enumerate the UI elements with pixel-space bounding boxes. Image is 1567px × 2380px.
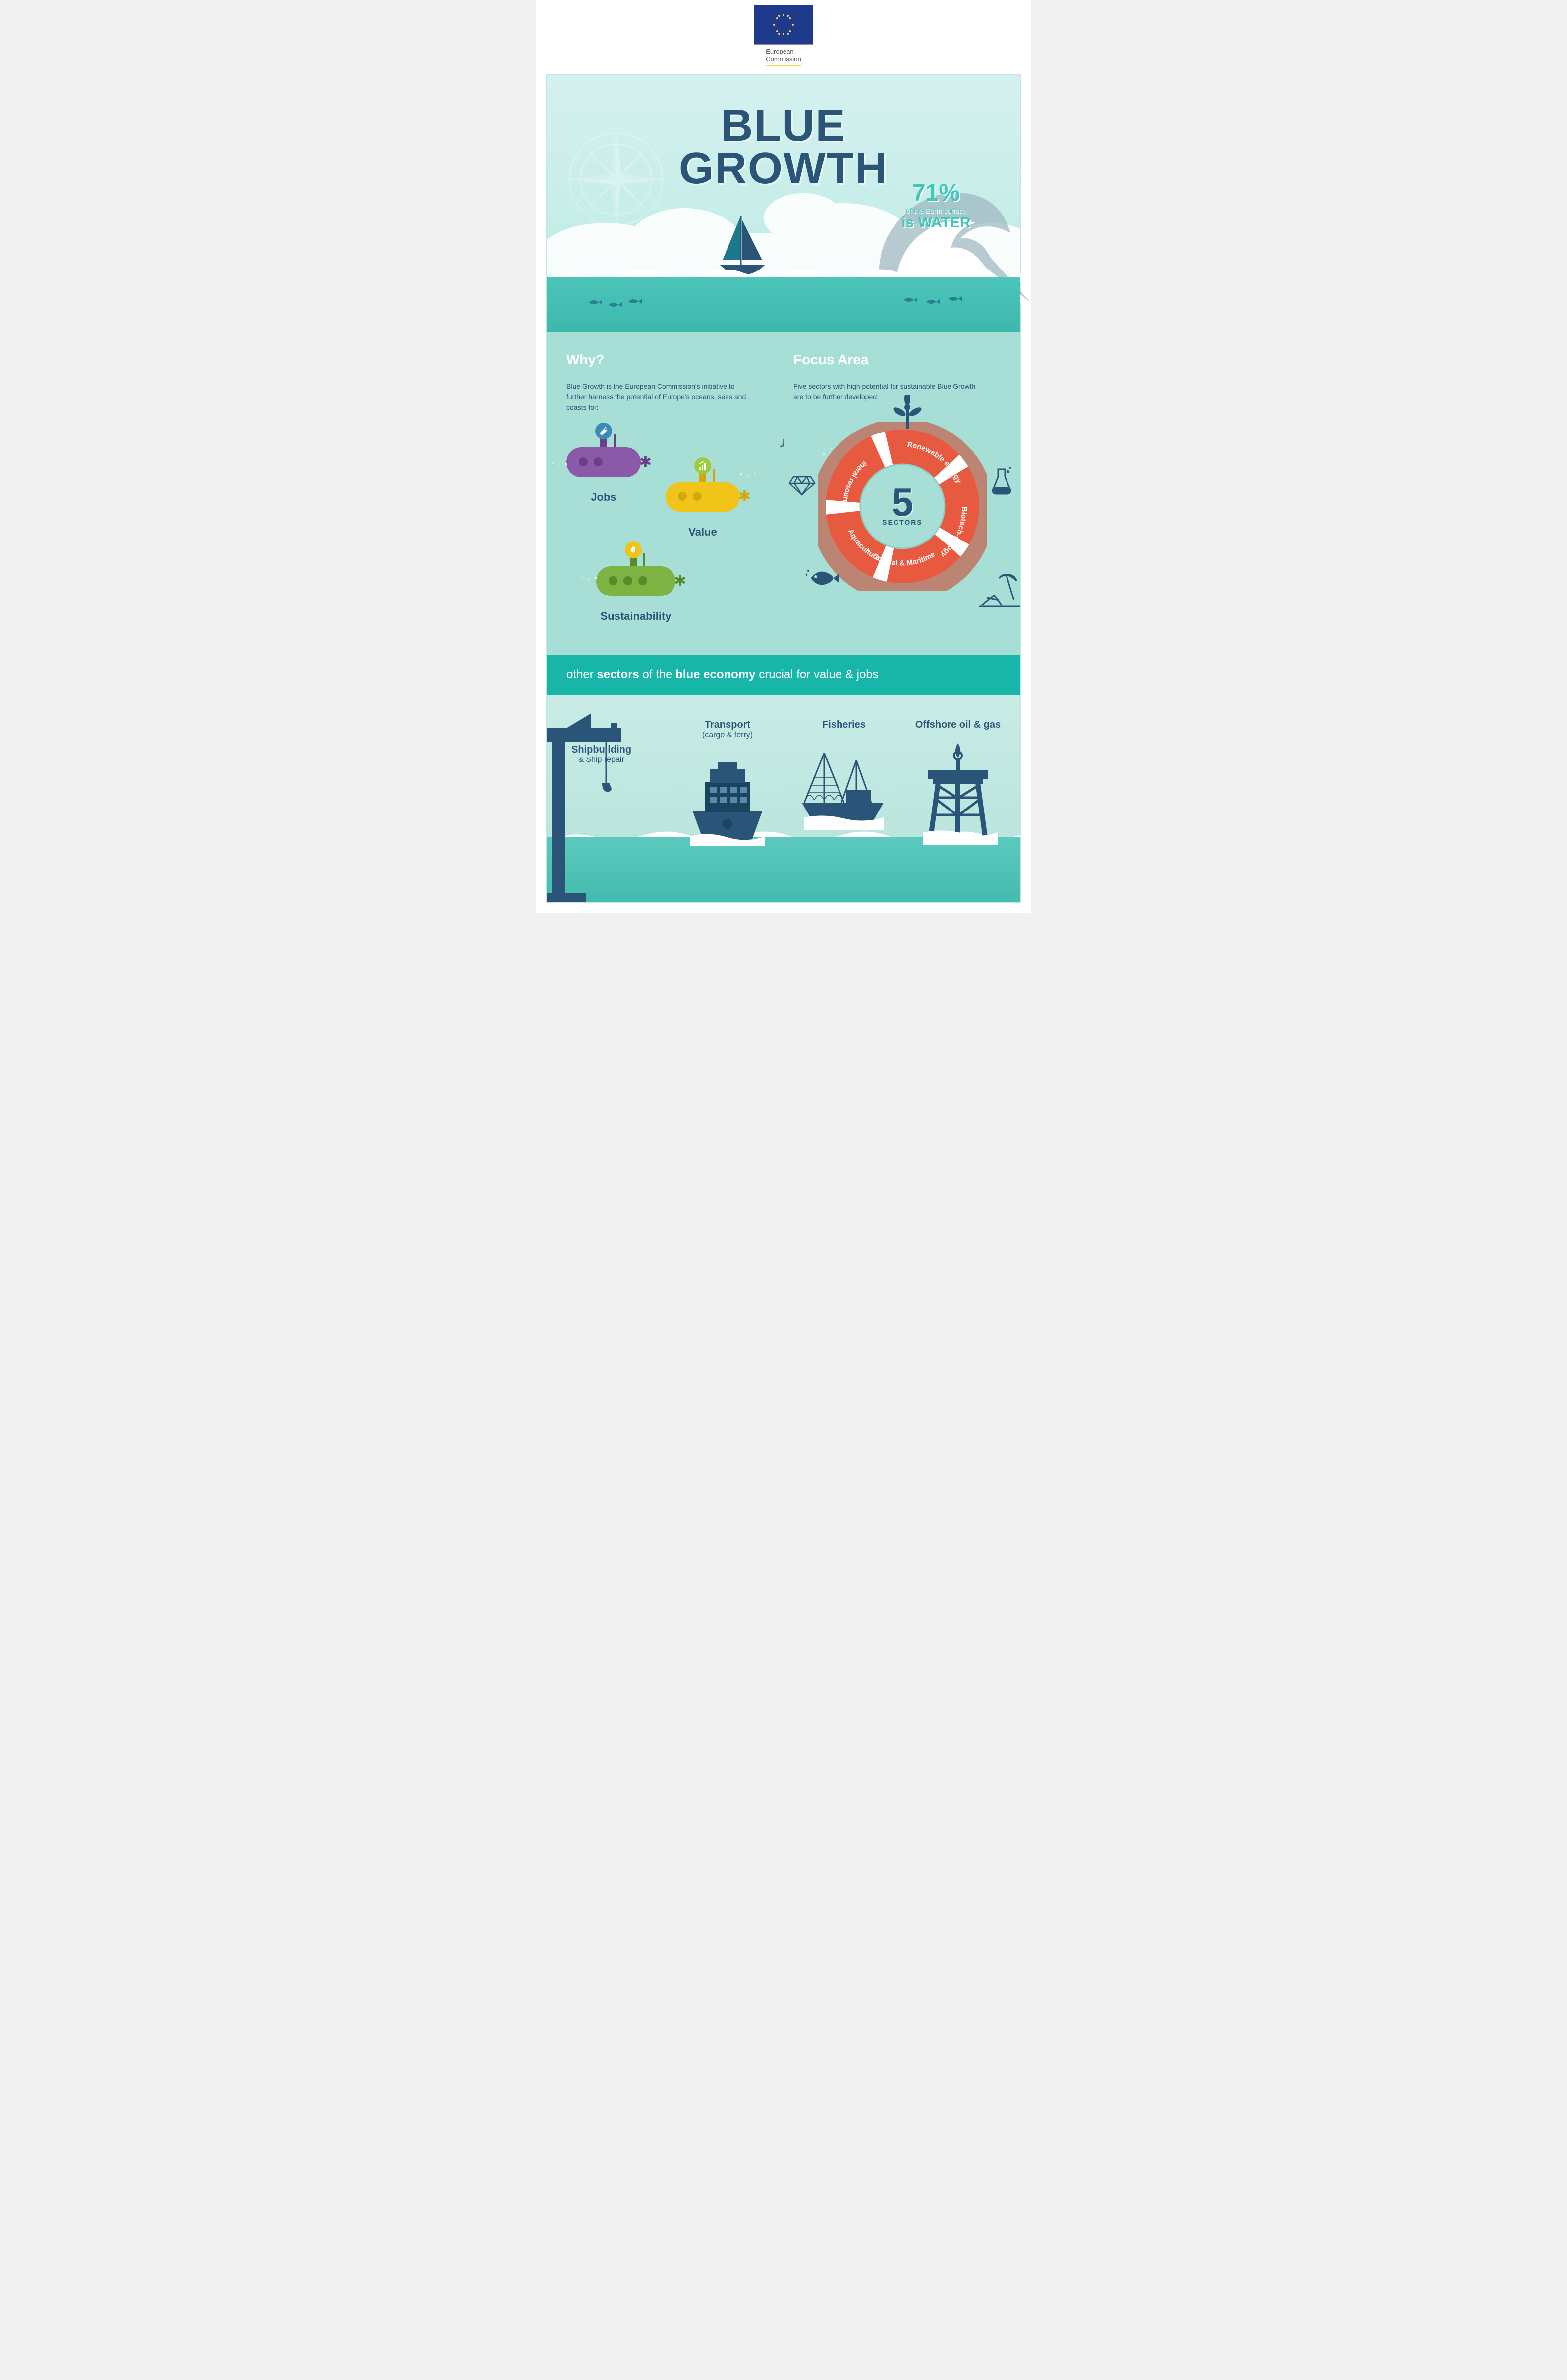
life-ring-wrap: Renewable energy Biotech-nology Coastal …	[793, 417, 1001, 640]
ring-center: 5 SECTORS	[882, 487, 922, 526]
eu-flag	[754, 5, 813, 45]
fishing-boat-icon	[799, 743, 889, 832]
sector-shipbuilding: Shipbuilding & Ship repair	[571, 744, 631, 764]
diamond-icon	[788, 474, 816, 496]
submarines-group: ✱ Jobs ° ○ ᵒ	[566, 428, 774, 631]
sector-title: Shipbuilding	[571, 744, 631, 756]
sector-title: Transport	[678, 719, 777, 731]
fish-icon	[806, 566, 840, 591]
sector-title: Fisheries	[799, 719, 889, 731]
ec-logo: European Commission	[739, 5, 828, 66]
flask-icon	[989, 467, 1014, 496]
sector-offshore: Offshore oil & gas	[903, 719, 1012, 850]
eu-stars	[771, 12, 796, 37]
sector-fisheries: Fisheries	[799, 719, 889, 835]
sector-transport: Transport (cargo & ferry)	[678, 719, 777, 849]
stat-line2: is WATER	[872, 215, 1001, 231]
header: European Commission	[536, 0, 1031, 74]
why-intro: Blue Growth is the European Commission's…	[566, 381, 755, 413]
ec-label-l1: European	[766, 48, 793, 55]
water-stat: 71% of the Earth surface is WATER	[872, 179, 1001, 231]
infographic-page: European Commission	[536, 0, 1031, 913]
why-heading: Why?	[566, 352, 774, 368]
sub-label: Jobs	[566, 491, 641, 504]
ec-label-l2: Commission	[766, 55, 801, 63]
focus-intro: Five sectors with high potential for sus…	[793, 381, 982, 402]
stat-percent: 71%	[872, 179, 1001, 207]
why-column: Why? Blue Growth is the European Commiss…	[566, 352, 774, 640]
sub-jobs: ✱ Jobs ° ○ ᵒ	[566, 447, 641, 504]
leaf-icon	[625, 541, 642, 558]
sub-sustainability: ✱ Sustainability ° ○ ᵒ	[596, 566, 675, 623]
turbine-icon	[893, 395, 922, 430]
ring-label: SECTORS	[882, 518, 922, 526]
sub-value: ✱ Value ᵒ ○ °	[666, 482, 740, 539]
chart-icon	[694, 457, 711, 474]
sector-sub: (cargo & ferry)	[678, 731, 777, 740]
banner-text: other sectors of the blue economy crucia…	[566, 668, 1001, 682]
wrench-icon	[595, 423, 612, 439]
sector-sub: & Ship repair	[571, 756, 631, 764]
focus-heading: Focus Area	[793, 352, 1001, 368]
sub-label: Sustainability	[596, 610, 675, 623]
crane-icon	[547, 713, 646, 902]
focus-column: Focus Area Five sectors with high potent…	[793, 352, 1001, 640]
sector-title: Offshore oil & gas	[903, 719, 1012, 731]
fish-school-icon	[586, 297, 656, 310]
banner: other sectors of the blue economy crucia…	[546, 655, 1021, 695]
sub-label: Value	[666, 526, 740, 539]
mid-section: Why? Blue Growth is the European Commiss…	[546, 332, 1021, 655]
cargo-ship-icon	[683, 747, 772, 846]
stat-line1: of the Earth surface	[872, 207, 1001, 215]
ec-label: European Commission	[766, 48, 801, 66]
umbrella-icon	[977, 571, 1021, 610]
ring-number: 5	[882, 487, 922, 518]
bottom-section: Shipbuilding & Ship repair Transport (ca…	[546, 695, 1021, 903]
fish-school-icon	[901, 295, 971, 307]
oil-rig-icon	[913, 738, 1003, 847]
fishing-hook-icon	[780, 439, 787, 451]
